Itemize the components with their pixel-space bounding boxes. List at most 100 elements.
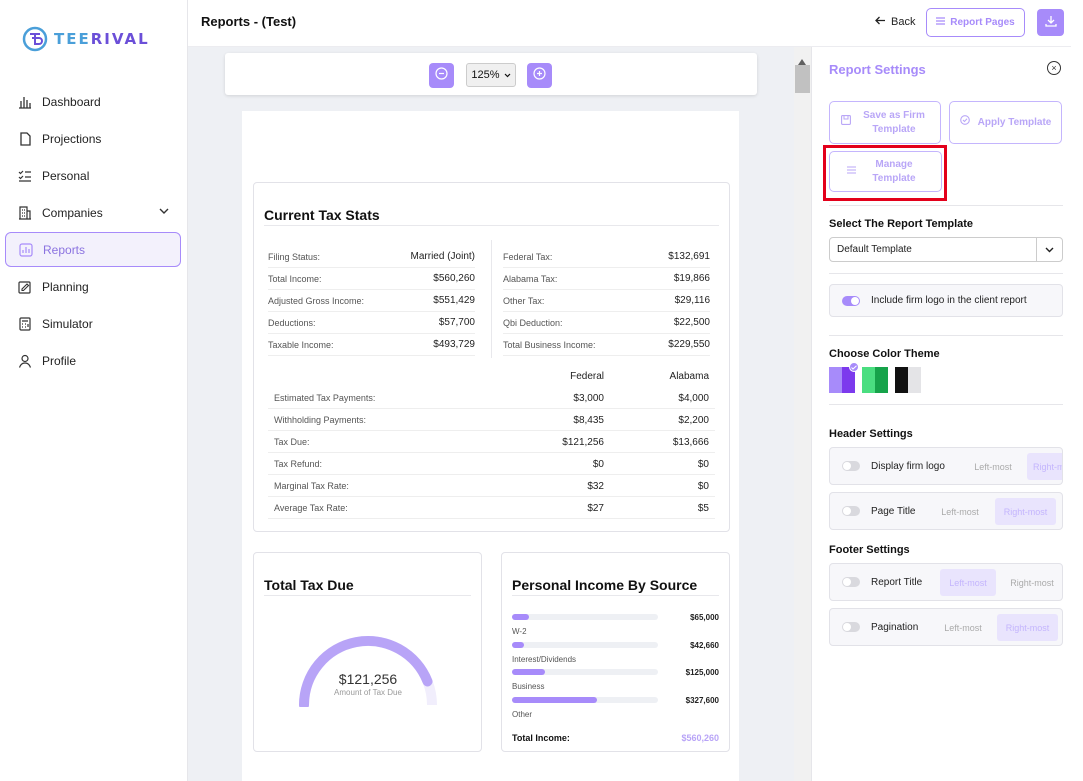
canvas-scroll-thumb[interactable] — [795, 65, 810, 93]
tax-stat-label: Deductions: — [268, 317, 316, 328]
sidebar-item-profile[interactable]: Profile — [5, 343, 181, 378]
tax-stat-row: Taxable Income: $493,729 — [268, 334, 475, 356]
income-label: Interest/Dividends — [512, 654, 577, 664]
sidebar-item-projections[interactable]: Projections — [5, 121, 181, 156]
footer-settings-label: Footer Settings — [829, 544, 910, 556]
zoom-value: 125% — [471, 69, 500, 81]
minus-circle-icon — [435, 66, 448, 85]
income-bar — [512, 641, 658, 648]
tax-bottom-label: Tax Refund: — [274, 459, 323, 469]
tax-stat-row: Total Income: $560,260 — [268, 268, 475, 290]
tax-bottom-label: Tax Due: — [274, 437, 310, 447]
page-title-option-label: Page Title — [871, 505, 916, 517]
zoom-in-button[interactable] — [527, 63, 552, 88]
display-firm-logo-toggle[interactable] — [842, 461, 860, 471]
list-icon — [936, 17, 946, 28]
tax-stat-row: Total Business Income: $229,550 — [503, 334, 710, 356]
download-button[interactable] — [1037, 9, 1064, 36]
tax-bottom-label: Estimated Tax Payments: — [274, 393, 376, 403]
sidebar-item-label: Profile — [42, 353, 77, 368]
sidebar-item-companies[interactable]: Companies — [5, 195, 181, 230]
sidebar-item-label: Simulator — [42, 316, 93, 331]
tax-stat-row: Federal Tax: $132,691 — [503, 246, 710, 268]
zoom-out-button[interactable] — [429, 63, 454, 88]
title-underline — [264, 225, 719, 226]
template-select-value: Default Template — [837, 244, 912, 255]
canvas-scrollbar[interactable] — [794, 47, 811, 781]
scroll-up-arrow-icon[interactable] — [798, 52, 806, 70]
right-most-option[interactable]: Right-most — [997, 614, 1058, 641]
firm-logo-toggle[interactable] — [842, 295, 860, 306]
sidebar-item-label: Projections — [42, 131, 102, 146]
tax-bottom-row: Tax Refund: $0 $0 — [268, 453, 715, 475]
income-title: Personal Income By Source — [512, 577, 698, 593]
left-most-option[interactable]: Left-most — [940, 569, 996, 596]
select-template-label: Select The Report Template — [829, 218, 974, 230]
left-most-option[interactable]: Left-most — [944, 622, 982, 633]
tax-stat-value: $560,260 — [433, 273, 475, 284]
tax-stat-row: Filing Status: Married (Joint) — [268, 246, 475, 268]
right-most-option[interactable]: Right-most — [1027, 453, 1062, 480]
sidebar-item-personal[interactable]: Personal — [5, 158, 181, 193]
left-most-option[interactable]: Left-most — [941, 506, 979, 517]
window-scrollbar[interactable] — [1072, 0, 1083, 781]
tax-bottom-state: $0 — [697, 481, 709, 492]
template-select[interactable]: Default Template — [829, 237, 1063, 262]
color-theme-label: Choose Color Theme — [829, 348, 940, 360]
apply-template-button[interactable]: Apply Template — [949, 101, 1062, 144]
topbar: Reports - (Test) Back Report Pages — [188, 0, 1071, 47]
save-firm-template-button[interactable]: Save as Firm Template — [829, 101, 941, 144]
tax-bottom-label: Marginal Tax Rate: — [274, 481, 349, 491]
col-federal: Federal — [570, 371, 604, 382]
zoom-select[interactable]: 125% — [466, 63, 516, 87]
tax-due-gauge — [299, 636, 437, 707]
sidebar: TEERIVAL Dashboard Projections Personal … — [0, 0, 188, 781]
divider — [829, 404, 1063, 405]
sidebar-item-simulator[interactable]: Simulator — [5, 306, 181, 341]
sidebar-item-label: Planning — [42, 279, 89, 294]
page-title-toggle[interactable] — [842, 506, 860, 516]
calculator-icon — [17, 316, 33, 332]
report-title-toggle[interactable] — [842, 577, 860, 587]
swatch-color-a — [862, 367, 875, 393]
total-tax-due-card: Total Tax Due $121,256 Amount of Tax Due — [253, 552, 482, 752]
right-most-option[interactable]: Right-most — [995, 498, 1056, 525]
tax-bottom-label: Average Tax Rate: — [274, 503, 348, 513]
sidebar-item-planning[interactable]: Planning — [5, 269, 181, 304]
firm-logo-option: Include firm logo in the client report — [829, 284, 1063, 317]
chevron-down-icon[interactable] — [159, 205, 169, 219]
tax-bottom-row: Marginal Tax Rate: $32 $0 — [268, 475, 715, 497]
income-bar — [512, 669, 658, 675]
manage-template-button[interactable]: Manage Template — [829, 151, 942, 192]
sidebar-item-label: Reports — [43, 242, 86, 257]
report-pages-button[interactable]: Report Pages — [926, 8, 1025, 37]
tax-bottom-row: Average Tax Rate: $27 $5 — [268, 497, 715, 519]
sidebar-item-reports[interactable]: Reports — [5, 232, 181, 267]
sidebar-item-dashboard[interactable]: Dashboard — [5, 84, 181, 119]
theme-swatch-green[interactable] — [862, 367, 888, 393]
page-title: Reports - (Test) — [201, 14, 297, 29]
footer-option-report-title: Report Title Left-most Right-most — [829, 563, 1063, 601]
left-most-option[interactable]: Left-most — [974, 461, 1012, 472]
chevron-down-icon — [504, 69, 511, 81]
close-icon[interactable]: × — [1047, 61, 1061, 75]
theme-swatch-purple[interactable] — [829, 367, 855, 393]
right-most-option[interactable]: Right-most — [1010, 577, 1054, 588]
arrow-left-icon — [875, 16, 886, 28]
save-template-label: Save as Firm Template — [863, 109, 925, 135]
back-button[interactable]: Back — [875, 16, 915, 28]
income-bar-fill — [512, 696, 598, 703]
sidebar-nav: Dashboard Projections Personal Companies… — [5, 84, 181, 380]
tax-bottom-state: $13,666 — [672, 437, 709, 448]
tax-stat-label: Filing Status: — [268, 251, 321, 262]
tax-bottom-federal: $3,000 — [573, 393, 604, 404]
personal-income-card: Personal Income By Source $65,000 W-2 $42,… — [501, 552, 730, 752]
tax-stat-value: $229,550 — [668, 339, 710, 350]
income-bar-fill — [512, 641, 524, 648]
theme-swatch-black[interactable] — [895, 367, 921, 393]
back-label: Back — [891, 16, 916, 28]
brand-logo[interactable]: TEERIVAL — [22, 26, 150, 52]
tax-stat-label: Taxable Income: — [268, 339, 334, 350]
pagination-toggle[interactable] — [842, 622, 860, 632]
brand-mark-icon — [22, 26, 48, 52]
